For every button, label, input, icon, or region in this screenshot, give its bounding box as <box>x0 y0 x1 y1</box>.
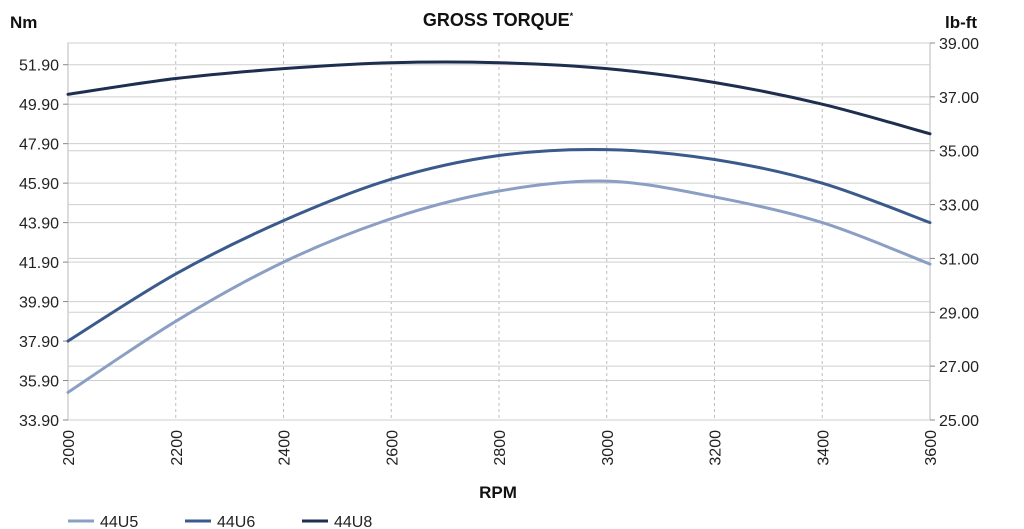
series-line-44u5 <box>66 179 932 394</box>
y-left-tick-label: 43.90 <box>19 216 59 233</box>
y-right-tick-label: 31.00 <box>939 251 979 268</box>
y-right-tick-label: 35.00 <box>939 144 979 161</box>
y-right-tick-label: 29.00 <box>939 305 979 322</box>
y-left-tick-label: 51.90 <box>19 58 59 75</box>
y-left-tick-label: 35.90 <box>19 374 59 391</box>
y-left-tick-label: 39.90 <box>19 295 59 312</box>
x-tick-label: 2400 <box>277 430 294 466</box>
x-tick-label: 3200 <box>708 430 725 466</box>
y-right-tick-label: 27.00 <box>939 359 979 376</box>
x-tick-label: 3400 <box>815 430 832 466</box>
y-right-tick-label: 25.00 <box>939 413 979 430</box>
x-tick-label: 3600 <box>923 430 940 466</box>
x-tick-label: 3000 <box>600 430 617 466</box>
series-line-44u6 <box>66 147 932 343</box>
legend-label-44u5: 44U5 <box>100 514 138 529</box>
y-axis-left-unit: Nm <box>10 13 37 32</box>
chart-title-text: GROSS TORQUE <box>423 10 570 30</box>
x-tick-label: 2000 <box>61 430 78 466</box>
series-line-44u8 <box>66 60 932 136</box>
y-left-tick-label: 49.90 <box>19 97 59 114</box>
y-axis-right-unit: lb-ft <box>945 13 977 32</box>
y-right-tick-label: 33.00 <box>939 198 979 215</box>
legend-label-44u8: 44U8 <box>334 514 372 529</box>
y-right-tick-label: 39.00 <box>939 36 979 53</box>
y-left-tick-label: 45.90 <box>19 176 59 193</box>
y-left-tick-label: 37.90 <box>19 334 59 351</box>
chart-title-superscript: * <box>570 11 574 21</box>
y-left-tick-label: 33.90 <box>19 413 59 430</box>
x-tick-label: 2200 <box>169 430 186 466</box>
x-tick-label: 2800 <box>492 430 509 466</box>
x-tick-label: 2600 <box>384 430 401 466</box>
x-axis-label: RPM <box>479 483 517 502</box>
chart-title: GROSS TORQUE* <box>423 10 574 30</box>
legend-label-44u6: 44U6 <box>217 514 255 529</box>
y-left-tick-label: 47.90 <box>19 137 59 154</box>
y-left-tick-label: 41.90 <box>19 255 59 272</box>
y-right-tick-label: 37.00 <box>939 90 979 107</box>
